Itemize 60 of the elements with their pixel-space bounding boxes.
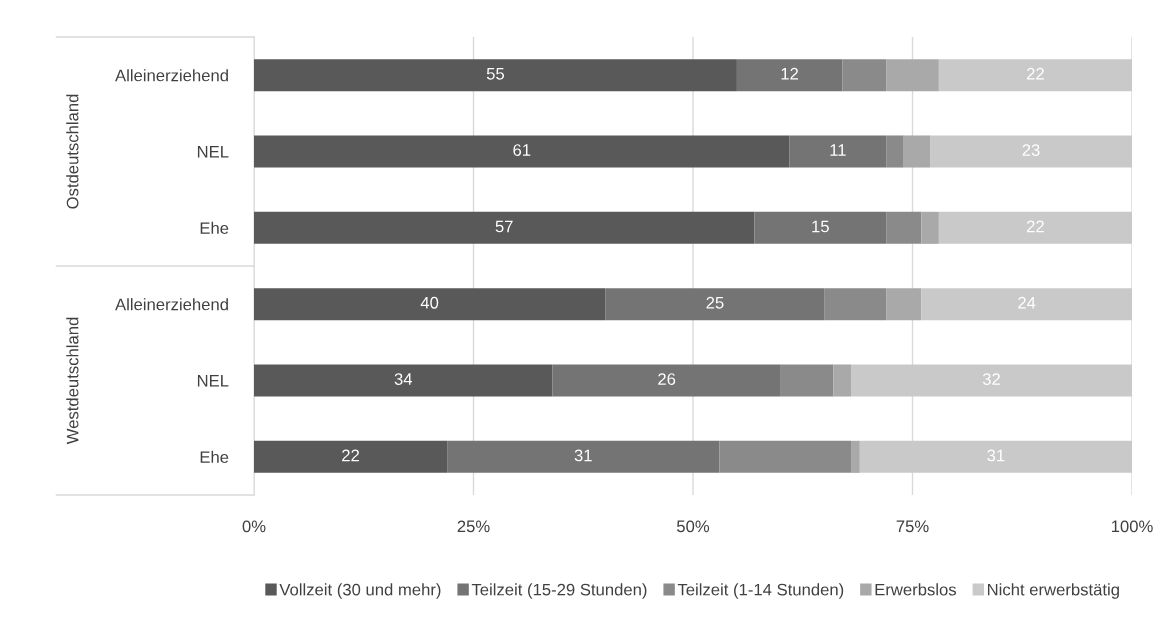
bar	[254, 440, 448, 473]
bar	[921, 288, 1132, 321]
bar	[903, 135, 931, 168]
bar	[833, 364, 852, 397]
bar	[886, 135, 904, 168]
data-label: 25	[706, 296, 724, 309]
text: Westdeutschland	[66, 317, 79, 445]
y-tick-label: Alleinerziehend	[115, 298, 228, 311]
bar	[254, 135, 790, 168]
legend-label: Nicht erwerbstätig	[987, 583, 1119, 599]
legend-label: Teilzeit (15-29 Stunden)	[471, 583, 647, 599]
bar	[552, 364, 781, 397]
bar	[254, 364, 553, 397]
bar	[824, 288, 887, 321]
data-label: 31	[574, 449, 592, 462]
data-label: 40	[420, 296, 439, 309]
bar	[851, 440, 860, 473]
data-label: 11	[830, 144, 846, 156]
data-label: 34	[394, 373, 413, 385]
bar	[938, 211, 1132, 244]
data-label: 61	[513, 144, 531, 156]
bar	[254, 288, 606, 321]
bar	[254, 211, 755, 244]
data-label: 12	[781, 67, 799, 80]
bar	[886, 59, 939, 92]
x-tick-label: 75%	[896, 520, 929, 533]
bar	[780, 364, 834, 397]
x-tick-label: 50%	[676, 520, 710, 533]
bar	[938, 59, 1132, 92]
data-label: 57	[495, 220, 513, 233]
legend-label: Vollzeit (30 und mehr)	[279, 583, 441, 599]
bar	[930, 135, 1132, 168]
bar	[254, 59, 737, 92]
bar	[921, 211, 939, 244]
data-label: 22	[342, 449, 360, 462]
text: Ostdeutschland	[66, 94, 79, 209]
x-tick-label: 100%	[1111, 520, 1153, 533]
y-tick-label: Ehe	[200, 450, 229, 464]
data-label: 55	[486, 68, 505, 80]
y-tick-label: NEL	[197, 146, 229, 158]
y-tick-label: Ehe	[200, 221, 229, 235]
legend-label: Teilzeit (1-14 Stunden)	[677, 583, 844, 599]
legend-label: Erwerbslos	[875, 583, 957, 596]
bar	[886, 288, 922, 321]
bar	[736, 59, 843, 92]
bar	[754, 211, 887, 244]
bar	[842, 59, 887, 92]
x-tick-label: 0%	[242, 520, 266, 533]
x-tick-label: 25%	[457, 520, 490, 533]
y-tick-label: NEL	[197, 375, 229, 387]
bar	[719, 440, 852, 473]
bar	[789, 135, 887, 168]
bar	[859, 440, 1132, 473]
bar	[851, 364, 1132, 397]
bar	[447, 440, 720, 473]
y-tick-label: Alleinerziehend	[115, 69, 228, 82]
bar	[605, 288, 825, 321]
bar	[886, 211, 922, 244]
data-label: 26	[658, 373, 676, 385]
data-label: 15	[812, 220, 829, 233]
